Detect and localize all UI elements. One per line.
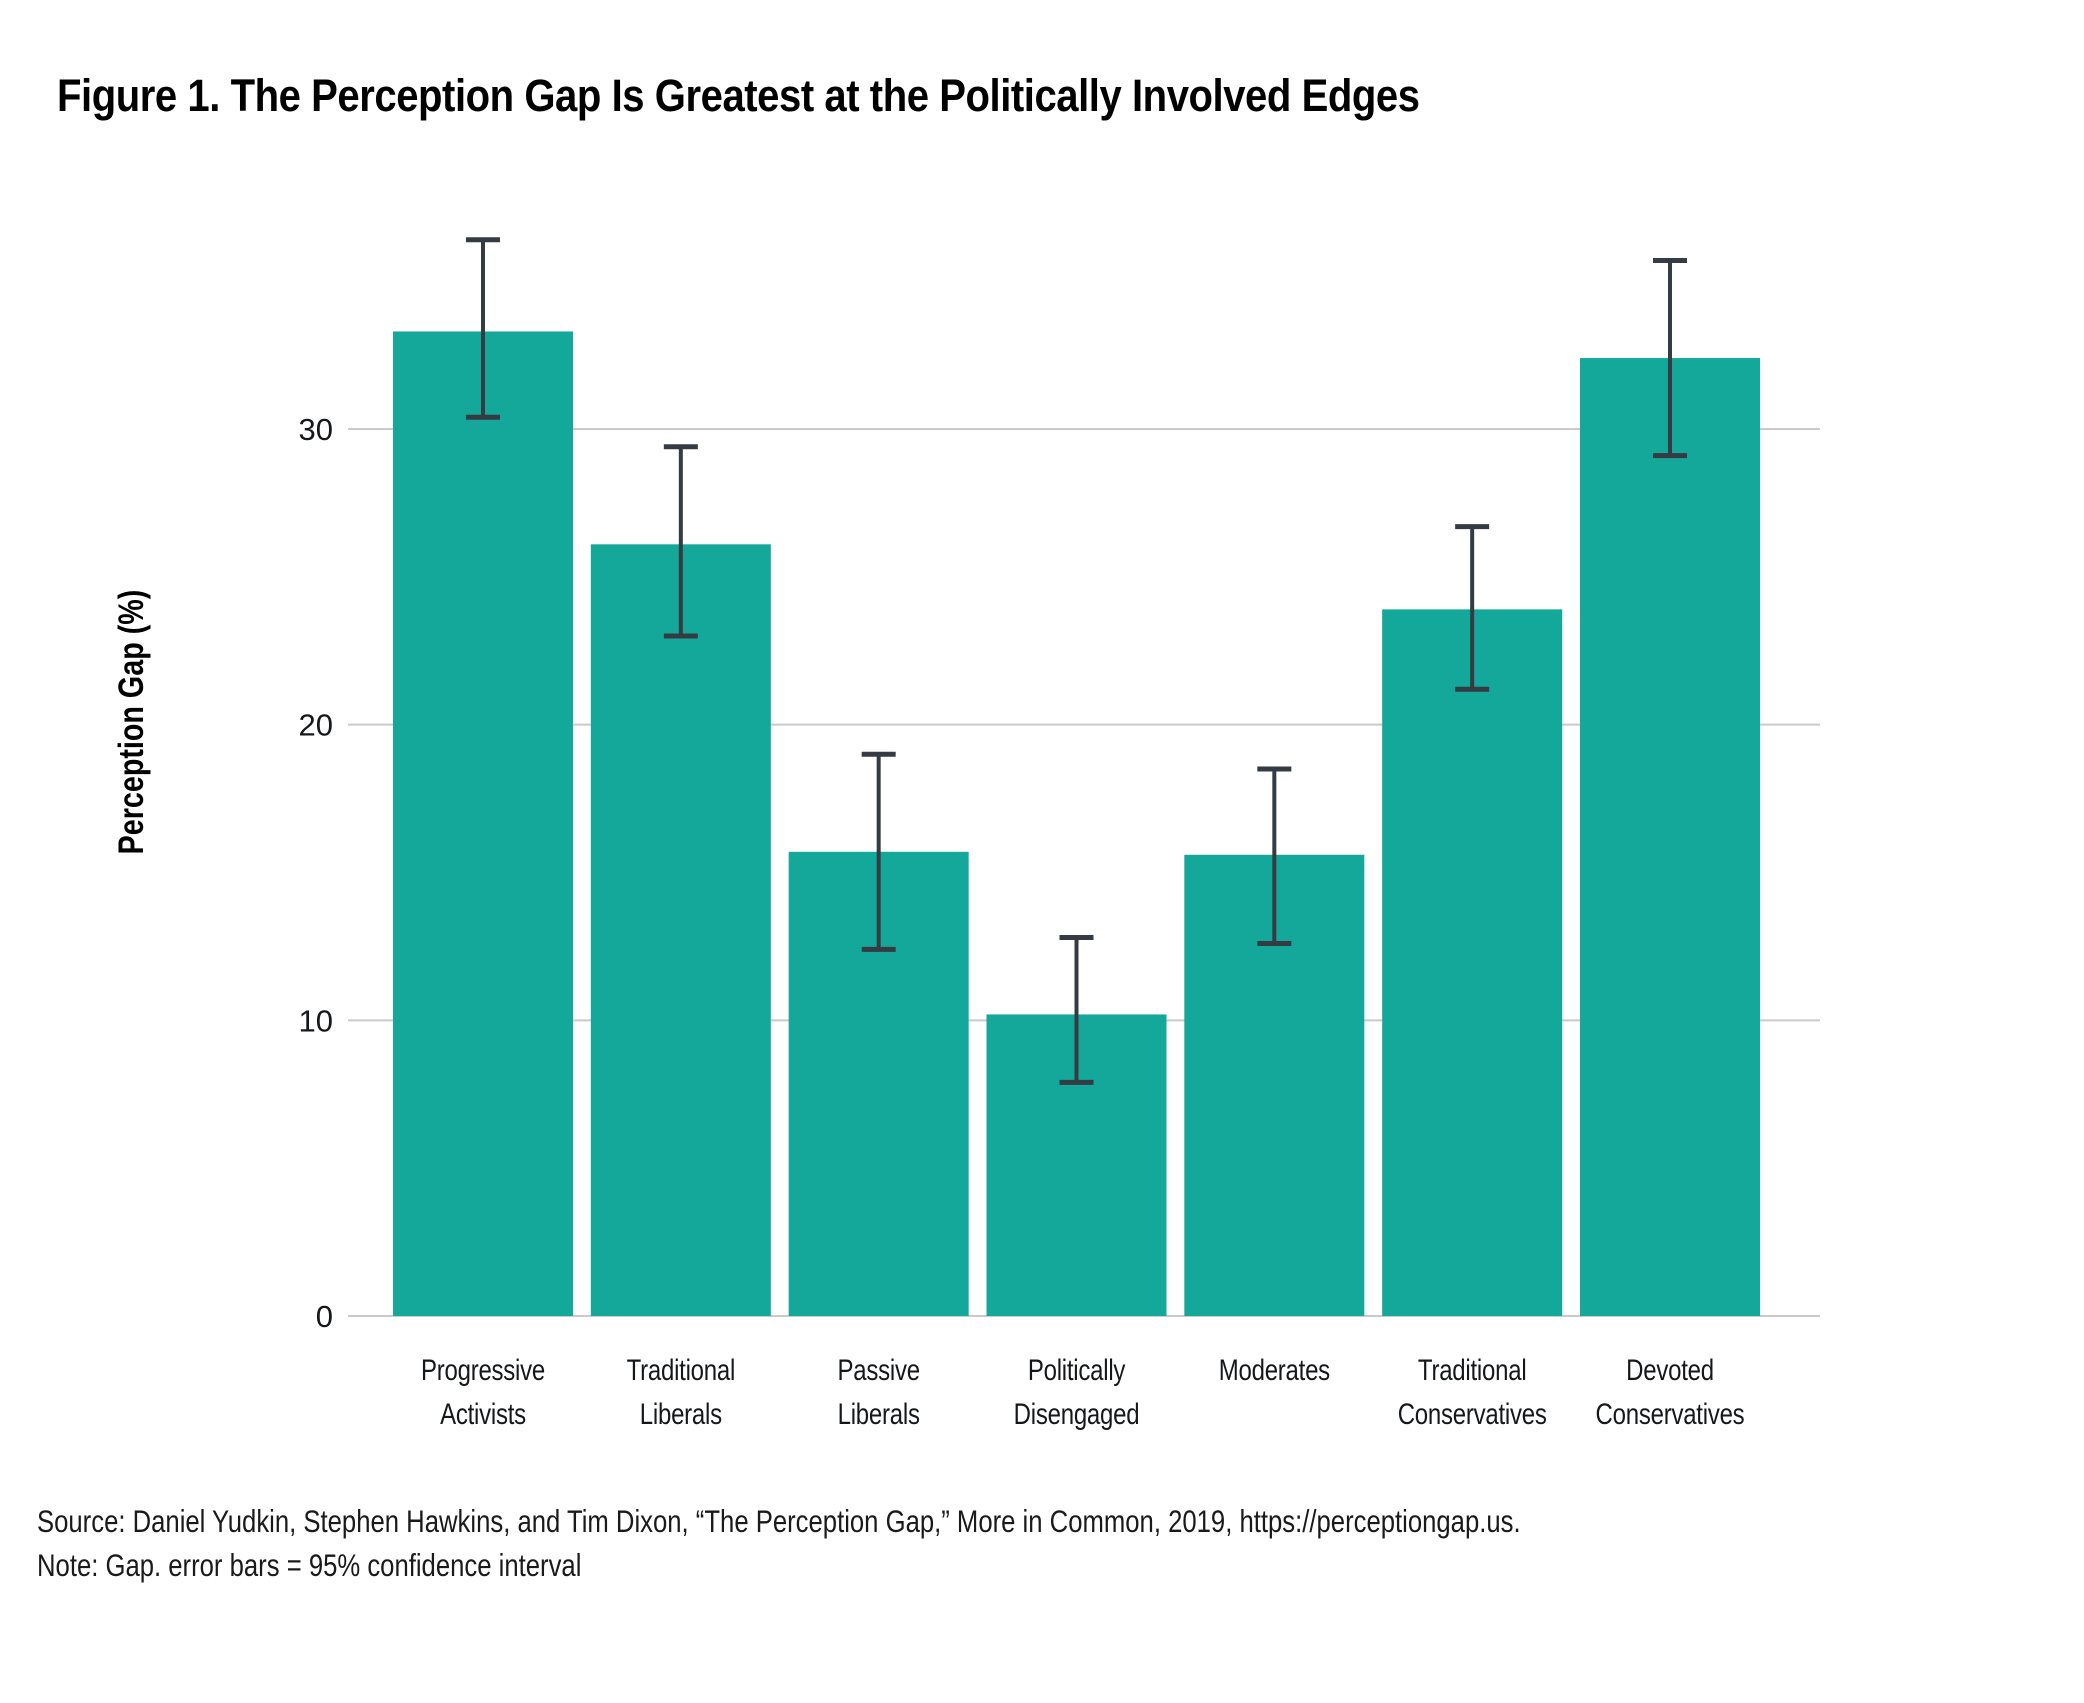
bar-traditional-conservatives — [1382, 609, 1563, 1316]
y-axis-label: Perception Gap (%) — [111, 590, 150, 855]
x-category-label-traditional-conservatives-line1: Traditional — [1418, 1352, 1526, 1386]
x-category-label-traditional-liberals-line1: Traditional — [627, 1352, 735, 1386]
x-category-label-devoted-conservatives-line2: Conservatives — [1596, 1396, 1745, 1430]
x-category-label-politically-disengaged-line1: Politically — [1028, 1352, 1126, 1386]
x-category-label-passive-liberals-line1: Passive — [838, 1352, 920, 1386]
x-category-label-devoted-conservatives-line1: Devoted — [1626, 1352, 1714, 1386]
x-category-label-progressive-activists-line1: Progressive — [421, 1352, 545, 1386]
y-tick-label-20: 20 — [299, 708, 333, 743]
x-category-label-passive-liberals-line2: Liberals — [838, 1396, 920, 1430]
y-tick-label-30: 30 — [299, 412, 333, 447]
bar-devoted-conservatives — [1579, 358, 1760, 1316]
x-category-label-progressive-activists-line2: Activists — [440, 1396, 526, 1430]
x-category-label-politically-disengaged-line2: Disengaged — [1014, 1396, 1140, 1430]
note-line: Note: Gap. error bars = 95% confidence i… — [37, 1547, 582, 1584]
bar-traditional-liberals — [590, 544, 771, 1316]
bar-progressive-activists — [393, 331, 573, 1316]
x-category-label-traditional-liberals-line2: Liberals — [640, 1396, 722, 1430]
y-tick-label-0: 0 — [316, 1299, 333, 1334]
x-category-label-moderates-line1: Moderates — [1219, 1352, 1330, 1386]
figure-title: Figure 1. The Perception Gap Is Greatest… — [57, 70, 1420, 121]
x-category-label-traditional-conservatives-line2: Conservatives — [1398, 1396, 1547, 1430]
figure-footer: Source: Daniel Yudkin, Stephen Hawkins, … — [37, 1499, 1521, 1587]
source-line: Source: Daniel Yudkin, Stephen Hawkins, … — [37, 1503, 1521, 1539]
y-tick-label-10: 10 — [299, 1003, 333, 1038]
